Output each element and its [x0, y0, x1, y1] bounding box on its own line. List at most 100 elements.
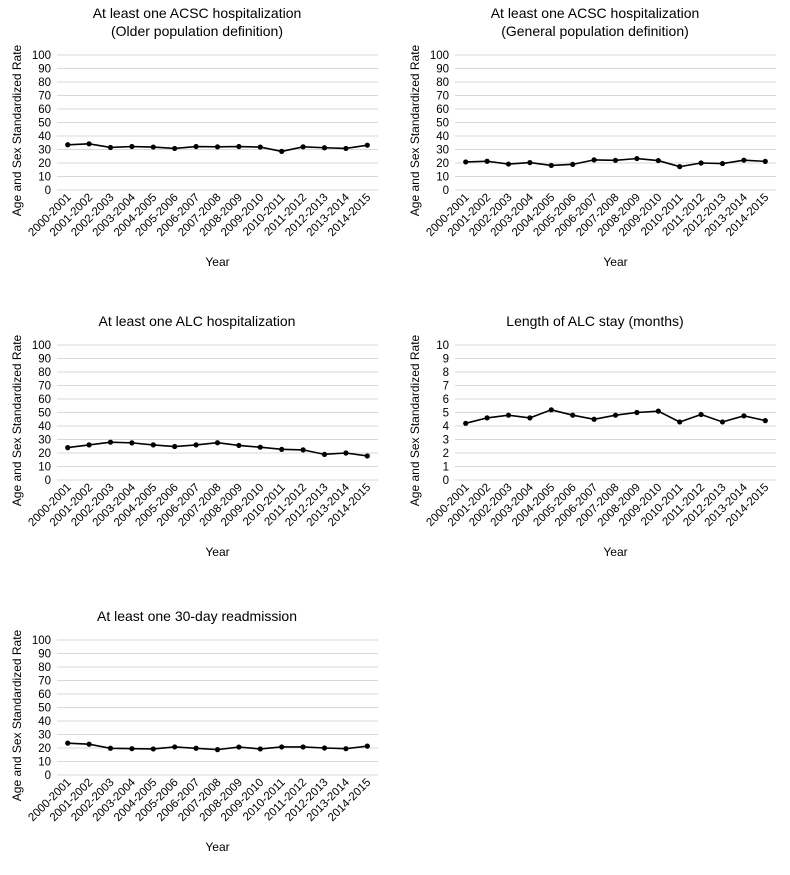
y-tick-label: 10 — [38, 757, 51, 769]
data-point — [698, 160, 704, 166]
y-tick-label: 90 — [436, 64, 449, 76]
y-tick-label: 10 — [38, 172, 51, 184]
chart-acsc-older: At least one ACSC hospitalization (Older … — [0, 0, 390, 290]
y-tick-label: 90 — [38, 649, 51, 661]
y-tick-label: 5 — [443, 408, 449, 420]
y-tick-label: 90 — [38, 64, 51, 76]
data-point — [762, 418, 768, 424]
data-point — [86, 442, 92, 448]
data-point — [150, 442, 156, 448]
data-point — [300, 144, 306, 150]
data-point — [762, 158, 768, 164]
y-axis-label: Age and Sex Standardized Rate — [10, 629, 24, 801]
data-point — [300, 447, 306, 453]
chart-title: At least one ACSC hospitalization — [93, 5, 302, 21]
data-point — [463, 159, 469, 165]
data-point — [107, 745, 114, 751]
data-point — [257, 144, 263, 150]
data-point — [172, 145, 178, 152]
data-point — [634, 155, 640, 162]
data-point — [65, 142, 71, 148]
y-tick-label: 60 — [38, 104, 51, 116]
data-point — [741, 157, 747, 163]
data-point — [505, 161, 512, 167]
data-point — [548, 407, 554, 413]
data-point — [236, 143, 242, 150]
chart-svg: Length of ALC stay (months)0123456789102… — [408, 313, 776, 559]
y-tick-label: 70 — [38, 91, 51, 103]
y-tick-label: 0 — [45, 770, 51, 782]
data-point — [655, 408, 661, 414]
data-point — [236, 744, 242, 750]
data-point — [741, 413, 747, 419]
data-point — [321, 745, 328, 751]
data-point — [65, 740, 71, 746]
data-point — [107, 144, 114, 151]
y-tick-label: 9 — [443, 354, 449, 366]
data-point — [591, 416, 597, 422]
chart-30-day-readmission: At least one 30-day readmission 0 10 20 30 40… — [0, 585, 390, 875]
data-point — [86, 141, 92, 147]
y-tick-label: 50 — [436, 118, 449, 130]
y-tick-label: 30 — [436, 145, 449, 157]
x-axis-label: Year — [205, 545, 229, 559]
y-tick-label: 100 — [32, 50, 51, 62]
data-point — [257, 746, 263, 752]
data-point — [505, 412, 512, 418]
data-point — [150, 144, 156, 150]
y-tick-label: 0 — [45, 475, 51, 487]
y-axis-label: Age and Sex Standardized Rate — [10, 334, 24, 506]
data-point — [463, 420, 469, 426]
y-tick-label: 1 — [443, 462, 449, 474]
chart-title: At least one ACSC hospitalization — [491, 5, 700, 21]
data-point — [591, 157, 597, 163]
y-tick-label: 100 — [32, 635, 51, 647]
data-point — [719, 160, 726, 167]
data-point — [364, 743, 370, 749]
y-tick-label: 80 — [436, 77, 449, 89]
chart-alc-hospitalization: At least one ALC hospitalization 0 10 20 30 4… — [0, 290, 390, 580]
y-tick-label: 40 — [38, 131, 51, 143]
y-tick-label: 100 — [430, 50, 449, 62]
data-point — [364, 453, 370, 459]
data-point — [300, 744, 306, 750]
data-point — [193, 442, 199, 448]
data-point — [172, 443, 178, 450]
y-tick-label: 90 — [38, 354, 51, 366]
data-point — [214, 144, 221, 150]
data-point — [698, 411, 704, 418]
chart-svg: At least one ACSC hospitalization (Older … — [10, 5, 378, 269]
data-point — [343, 145, 349, 152]
data-point — [107, 439, 114, 445]
y-tick-label: 10 — [436, 340, 449, 352]
y-tick-label: 20 — [38, 743, 51, 755]
data-point — [634, 409, 640, 416]
y-tick-label: 40 — [38, 421, 51, 433]
x-axis-label: Year — [603, 545, 627, 559]
data-point — [236, 442, 242, 449]
x-axis-label: Year — [205, 255, 229, 269]
y-tick-label: 0 — [443, 185, 449, 197]
y-tick-label: 3 — [443, 435, 449, 447]
chart-acsc-general: At least one ACSC hospitalization (Genera… — [398, 0, 788, 290]
data-point — [655, 157, 661, 164]
data-point — [570, 161, 576, 167]
y-tick-label: 0 — [443, 475, 449, 487]
data-point — [150, 746, 156, 752]
data-point — [527, 415, 533, 421]
data-point — [129, 746, 135, 752]
y-tick-label: 70 — [38, 381, 51, 393]
data-point — [321, 451, 328, 457]
y-tick-label: 20 — [38, 158, 51, 170]
data-point — [193, 143, 199, 150]
y-tick-label: 10 — [38, 462, 51, 474]
chart-svg: At least one ACSC hospitalization (Genera… — [408, 5, 776, 269]
x-axis-label: Year — [205, 840, 229, 854]
data-point — [86, 741, 92, 747]
data-point — [364, 142, 370, 148]
y-axis-label: Age and Sex Standardized Rate — [10, 44, 24, 216]
y-tick-label: 60 — [38, 394, 51, 406]
y-tick-label: 50 — [38, 703, 51, 715]
y-tick-label: 10 — [436, 172, 449, 184]
data-point — [129, 440, 135, 446]
